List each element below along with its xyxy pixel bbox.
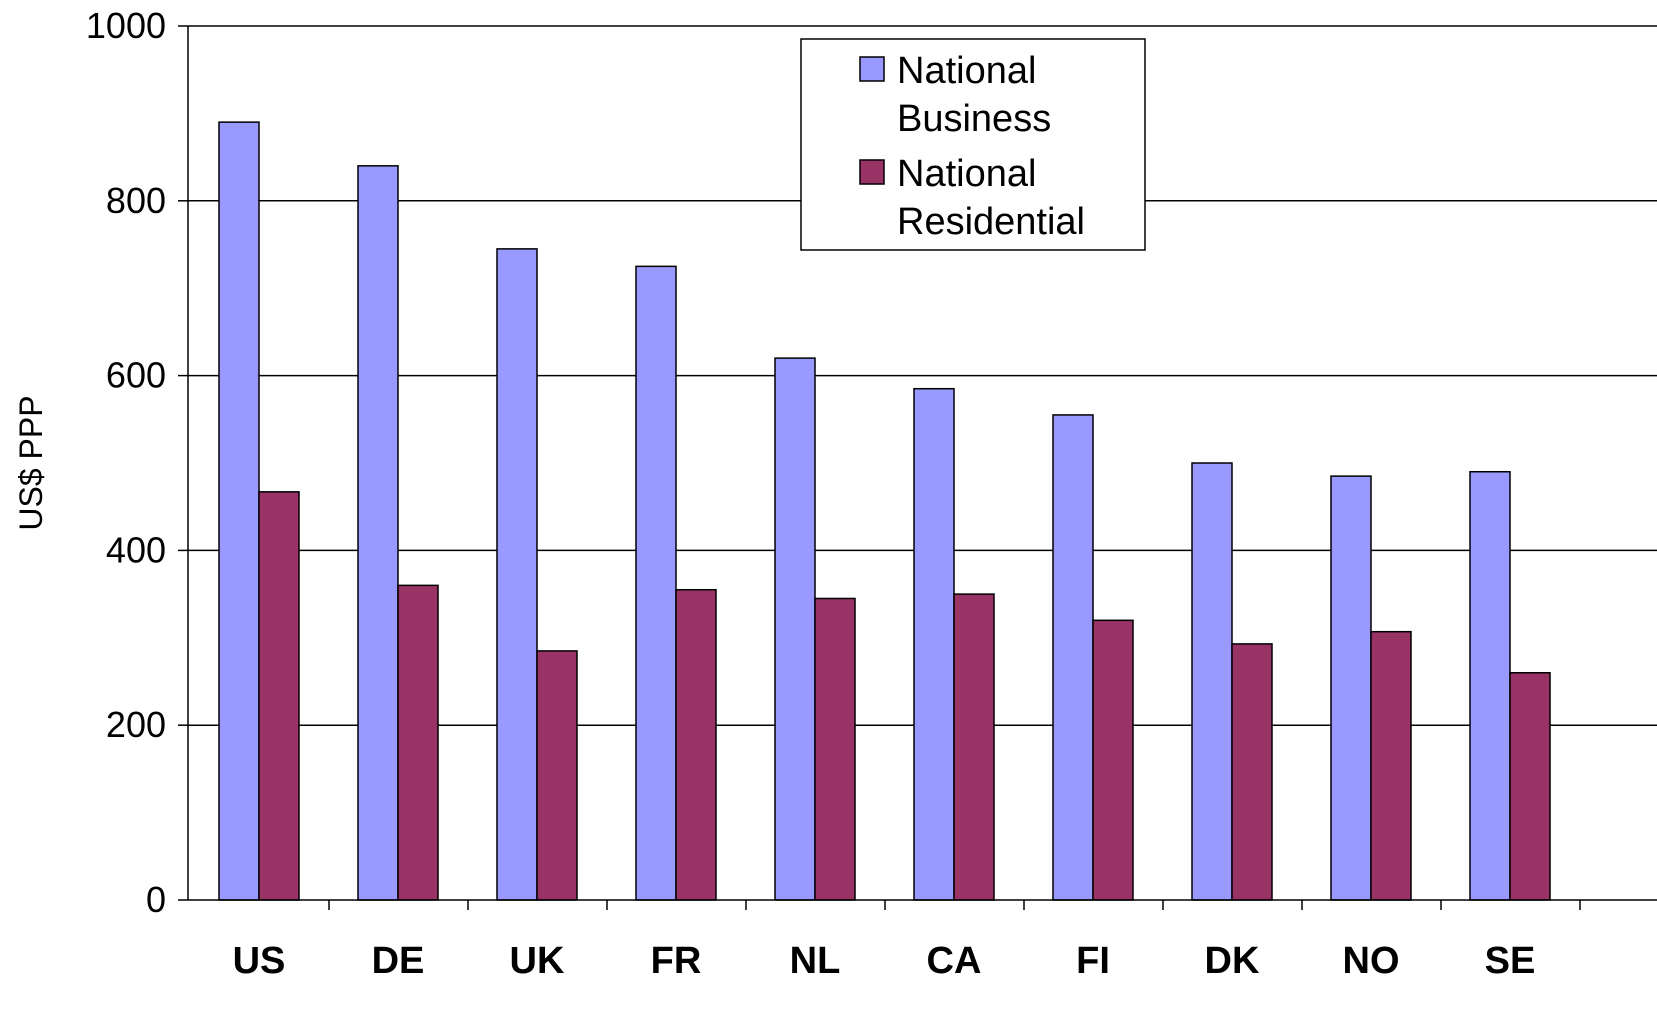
gridlines xyxy=(188,25,1657,726)
y-tick-label: 600 xyxy=(106,355,166,396)
y-tick-label: 1000 xyxy=(86,5,166,46)
bar-business-de xyxy=(357,165,399,901)
bar-business-uk xyxy=(496,248,538,901)
x-category-label: NL xyxy=(790,940,841,982)
legend-label: Residential xyxy=(897,201,1085,243)
x-category-label: DK xyxy=(1205,940,1260,982)
bar-business-no xyxy=(1330,475,1372,901)
legend: National Business National Residential xyxy=(800,38,1146,251)
bar-business-fi xyxy=(1052,414,1094,901)
x-category-label: UK xyxy=(510,940,565,982)
x-category-label: NO xyxy=(1343,940,1400,982)
bar-business-se xyxy=(1469,470,1511,901)
bar-residential-ca xyxy=(953,593,995,901)
x-category-label: SE xyxy=(1485,940,1536,982)
bar-business-dk xyxy=(1191,462,1233,901)
y-tick-label: 400 xyxy=(106,529,166,570)
legend-label: National xyxy=(897,153,1036,195)
legend-label: National xyxy=(897,50,1036,92)
x-category-label: US xyxy=(233,940,286,982)
legend-swatch-business xyxy=(859,56,885,82)
y-tick-label: 0 xyxy=(146,879,166,920)
bar-residential-dk xyxy=(1231,643,1273,901)
bar-residential-se xyxy=(1509,672,1551,901)
bar-business-nl xyxy=(774,357,816,901)
bar-residential-uk xyxy=(536,650,578,901)
bar-residential-no xyxy=(1370,630,1412,901)
bar-residential-fr xyxy=(675,588,717,901)
legend-box xyxy=(800,38,1146,251)
bar-business-us xyxy=(218,121,260,901)
bar-residential-de xyxy=(397,584,439,901)
y-tick-label: 800 xyxy=(106,180,166,221)
y-tick-labels: 0 200 400 600 800 1000 xyxy=(86,5,166,920)
axes xyxy=(178,25,1657,910)
x-category-label: CA xyxy=(927,940,982,982)
bar-residential-fi xyxy=(1092,619,1134,901)
legend-swatch-residential xyxy=(859,159,885,185)
y-tick-label: 200 xyxy=(106,704,166,745)
bars xyxy=(218,121,1551,901)
bar-business-fr xyxy=(635,265,677,901)
legend-label: Business xyxy=(897,98,1051,140)
x-category-label: FR xyxy=(651,940,702,982)
x-category-labels: US DE UK FR NL CA FI DK NO SE xyxy=(233,940,1536,982)
x-category-label: FI xyxy=(1076,940,1110,982)
bar-residential-us xyxy=(258,491,300,901)
bar-business-ca xyxy=(913,387,955,901)
x-category-label: DE xyxy=(372,940,425,982)
y-axis-title: US$ PPP xyxy=(13,395,49,530)
bar-residential-nl xyxy=(814,597,856,901)
